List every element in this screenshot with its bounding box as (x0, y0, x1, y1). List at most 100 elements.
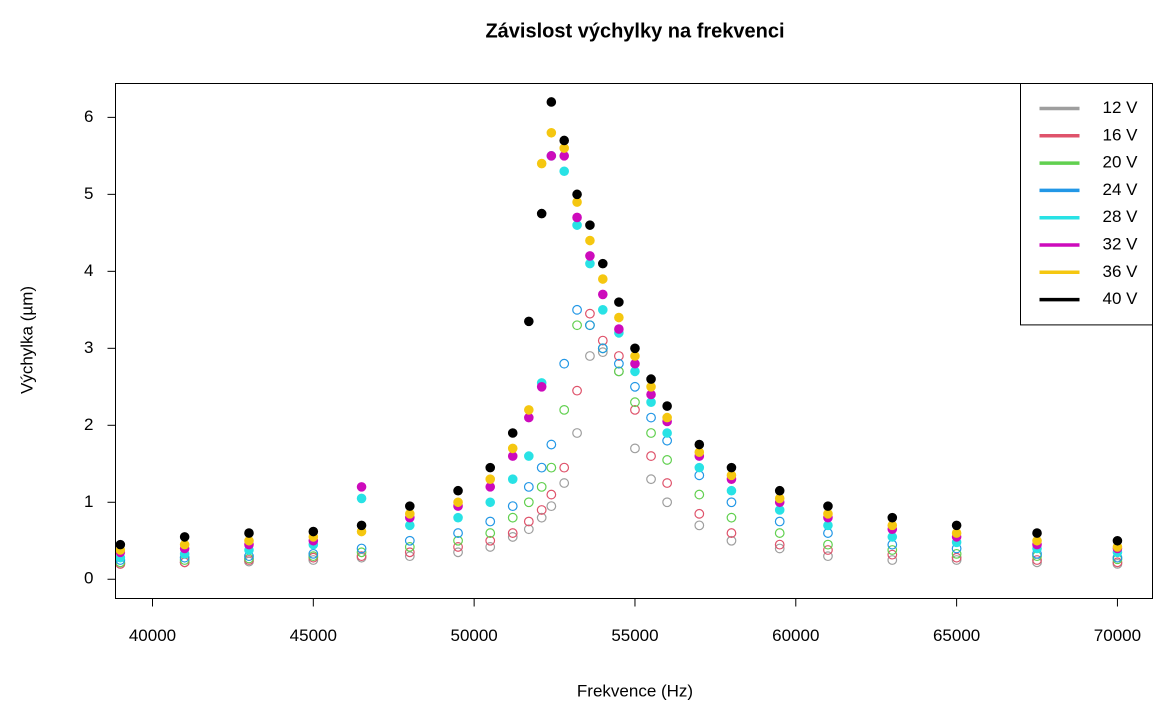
plot-points (115, 97, 1123, 569)
x-tick-label: 40000 (129, 626, 176, 645)
data-point (614, 312, 624, 323)
data-point (613, 351, 624, 361)
data-point (585, 320, 595, 331)
data-point (524, 405, 534, 415)
data-point (179, 532, 190, 542)
data-point (726, 528, 737, 538)
data-point (726, 485, 737, 496)
data-point (453, 535, 463, 546)
data-point (646, 374, 656, 384)
data-point (613, 358, 624, 369)
data-point (726, 512, 737, 523)
data-point (404, 535, 415, 546)
data-point (546, 97, 557, 107)
data-point (572, 304, 582, 315)
data-point (1112, 557, 1123, 568)
x-tick-label: 65000 (933, 626, 980, 645)
legend-label: 28 V (1103, 207, 1139, 226)
data-point (546, 127, 557, 138)
chart-title: Závislost výchylky na frekvenci (485, 20, 784, 42)
data-point (453, 512, 463, 523)
data-point (536, 382, 547, 392)
data-point (887, 549, 898, 560)
data-point (662, 455, 673, 465)
data-point (507, 428, 518, 438)
data-point (597, 343, 608, 354)
data-point (613, 366, 624, 377)
data-point (453, 485, 463, 496)
legend-label: 16 V (1103, 125, 1139, 144)
data-point (524, 451, 534, 461)
data-point (597, 335, 608, 346)
data-point (559, 358, 570, 369)
legend-label: 32 V (1103, 234, 1139, 253)
data-point (559, 135, 570, 146)
y-tick-label: 4 (84, 261, 93, 280)
data-point (524, 316, 534, 327)
data-point (774, 539, 785, 550)
data-point (356, 482, 367, 492)
data-point (951, 552, 962, 563)
data-point (405, 501, 415, 511)
y-tick-label: 6 (84, 107, 93, 126)
data-point (694, 520, 705, 531)
data-point (774, 516, 785, 527)
data-point (1112, 535, 1123, 546)
data-point (694, 508, 705, 519)
data-point (646, 428, 656, 438)
data-point (523, 481, 534, 492)
plot-frame (115, 83, 1153, 599)
data-point (951, 520, 962, 531)
data-point (630, 343, 640, 354)
data-point (559, 462, 570, 473)
data-point (1032, 555, 1042, 565)
y-axis-label: Výchylka (µm) (17, 286, 36, 394)
data-point (546, 489, 557, 500)
data-point (356, 547, 367, 558)
data-point (485, 535, 496, 546)
data-point (614, 297, 624, 307)
data-point (726, 497, 737, 508)
data-point (536, 208, 547, 219)
data-point (630, 397, 640, 408)
data-point (597, 289, 608, 300)
data-point (507, 501, 518, 512)
x-tick-label: 60000 (772, 626, 819, 645)
data-point (614, 324, 624, 334)
data-point (646, 474, 656, 485)
data-point (453, 528, 463, 538)
y-tick-label: 5 (84, 184, 93, 203)
data-point (662, 428, 672, 438)
x-tick-label: 50000 (450, 626, 497, 645)
y-tick-label: 0 (84, 569, 93, 588)
data-point (485, 474, 496, 484)
data-point (630, 404, 640, 415)
x-tick-label: 55000 (611, 626, 658, 645)
data-point (597, 258, 608, 269)
data-point (694, 489, 705, 500)
data-point (597, 305, 608, 315)
data-point (823, 501, 833, 511)
data-point (585, 235, 595, 246)
y-tick-label: 3 (84, 338, 93, 357)
legend-label: 36 V (1103, 262, 1139, 281)
data-point (546, 151, 557, 161)
legend-label: 12 V (1103, 98, 1139, 117)
data-point (630, 381, 640, 392)
data-point (572, 428, 582, 438)
data-point (585, 308, 595, 319)
data-point (585, 220, 595, 230)
data-point (546, 462, 557, 473)
data-point (1032, 528, 1042, 538)
legend-label: 40 V (1103, 289, 1139, 308)
data-point (485, 528, 496, 538)
data-point (485, 497, 496, 508)
data-point (694, 439, 705, 450)
data-point (536, 462, 547, 473)
data-point (630, 443, 640, 454)
data-point (404, 551, 415, 562)
data-point (507, 512, 518, 523)
data-point (823, 539, 833, 550)
data-point (244, 528, 254, 538)
